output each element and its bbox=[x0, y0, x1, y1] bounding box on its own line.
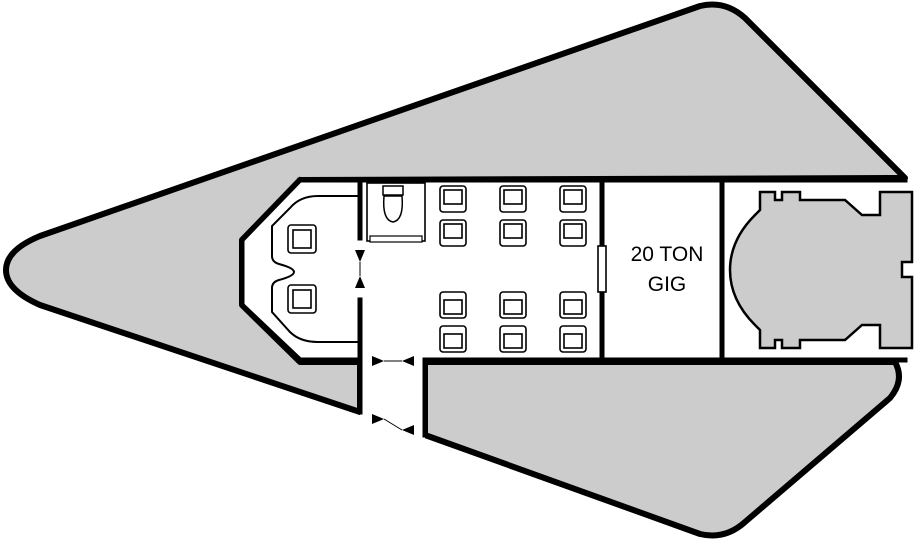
passenger-seat bbox=[439, 219, 467, 247]
passenger-seat bbox=[499, 325, 527, 353]
copilot-seat bbox=[287, 284, 317, 314]
engine-housing bbox=[728, 190, 914, 350]
passenger-seat bbox=[499, 291, 527, 319]
bay-hatch-panel bbox=[597, 245, 607, 293]
cockpit-console bbox=[271, 195, 358, 343]
toilet-icon bbox=[382, 185, 404, 223]
passenger-seat bbox=[559, 185, 587, 213]
passenger-seat bbox=[439, 325, 467, 353]
passenger-seat bbox=[559, 291, 587, 319]
passenger-seat bbox=[499, 219, 527, 247]
interior-walls bbox=[239, 176, 908, 438]
passenger-seat bbox=[499, 185, 527, 213]
lower-hull-wing bbox=[422, 359, 902, 539]
passenger-seat bbox=[439, 291, 467, 319]
airlock-outer-door[interactable] bbox=[372, 414, 414, 435]
cockpit-door[interactable] bbox=[355, 250, 365, 288]
passenger-seats bbox=[439, 185, 587, 353]
bay-label-line1: 20 TON bbox=[631, 243, 704, 266]
bay-label-line2: GIG bbox=[648, 273, 687, 296]
refresher bbox=[366, 182, 426, 243]
pilot-seat bbox=[287, 224, 317, 254]
passenger-seat bbox=[559, 325, 587, 353]
upper-hull-wing bbox=[3, 1, 908, 415]
passenger-seat bbox=[559, 219, 587, 247]
airlock-inner-door[interactable] bbox=[372, 356, 414, 366]
passenger-seat bbox=[439, 185, 467, 213]
